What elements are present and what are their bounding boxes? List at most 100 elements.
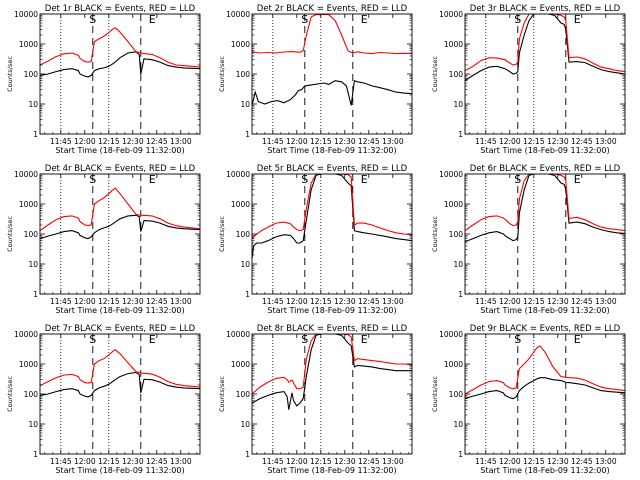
series-line-events	[465, 14, 625, 82]
y-tick-label: 100	[236, 230, 251, 239]
y-tick-label: 10000	[226, 10, 250, 19]
chart-title: Det 7r BLACK = Events, RED = LLD	[45, 324, 196, 334]
x-tick-label: 13:00	[170, 457, 192, 466]
x-tick-label: 12:15	[523, 137, 545, 146]
x-axis-label: Start Time (18-Feb-09 11:32:00)	[55, 146, 184, 155]
series-line-lld	[252, 174, 412, 239]
y-tick-label: 100	[449, 70, 464, 79]
x-tick-label: 12:15	[98, 297, 120, 306]
x-tick-label: 12:00	[499, 457, 521, 466]
series-line-lld	[465, 14, 625, 73]
start-marker-label: S	[514, 13, 521, 26]
series-line-lld	[252, 334, 412, 395]
series-line-lld	[252, 14, 412, 55]
end-marker-label: E	[361, 13, 368, 26]
y-tick-label: 10	[240, 260, 250, 269]
chart-title: Det 8r BLACK = Events, RED = LLD	[257, 324, 408, 334]
start-marker-label: S	[514, 333, 521, 346]
x-tick-label: 12:30	[122, 457, 144, 466]
y-tick-label: 1	[33, 130, 38, 139]
x-axis-label: Start Time (18-Feb-09 11:32:00)	[267, 146, 396, 155]
series-line-events	[252, 79, 412, 106]
x-tick-label: 12:15	[310, 137, 332, 146]
y-tick-label: 10000	[439, 330, 463, 339]
x-tick-label: 12:45	[358, 297, 380, 306]
x-tick-label: 12:00	[286, 137, 308, 146]
y-tick-label: 10000	[439, 170, 463, 179]
end-marker-label: E	[149, 173, 156, 186]
y-tick-label: 1000	[231, 360, 250, 369]
y-tick-label: 100	[449, 230, 464, 239]
y-tick-label: 100	[24, 390, 39, 399]
x-tick-label: 12:45	[146, 137, 168, 146]
series-line-events	[465, 377, 625, 400]
x-tick-label: 12:30	[547, 297, 569, 306]
y-tick-label: 1	[33, 450, 38, 459]
series-line-events	[252, 334, 412, 410]
x-tick-label: 11:45	[262, 457, 284, 466]
y-tick-label: 1000	[444, 40, 463, 49]
x-tick-label: 12:15	[523, 457, 545, 466]
x-tick-label: 12:00	[74, 457, 96, 466]
start-marker-label: S	[89, 173, 96, 186]
y-tick-label: 1000	[231, 200, 250, 209]
x-tick-label: 12:30	[334, 137, 356, 146]
series-line-events	[252, 174, 412, 259]
x-tick-label: 12:30	[334, 457, 356, 466]
y-tick-label: 100	[236, 390, 251, 399]
start-marker-label: S	[514, 173, 521, 186]
chart-title: Det 6r BLACK = Events, RED = LLD	[470, 164, 621, 174]
x-axis-label: Start Time (18-Feb-09 11:32:00)	[55, 306, 184, 315]
x-tick-label: 11:45	[475, 137, 497, 146]
end-marker-label: E	[361, 333, 368, 346]
x-tick-label: 12:00	[499, 297, 521, 306]
x-tick-label: 12:30	[122, 137, 144, 146]
y-tick-label: 1000	[19, 360, 38, 369]
y-tick-label: 10000	[14, 10, 38, 19]
x-tick-label: 12:45	[358, 137, 380, 146]
x-tick-label: 12:15	[310, 457, 332, 466]
x-tick-label: 12:15	[523, 297, 545, 306]
series-line-lld	[40, 187, 200, 232]
x-tick-label: 11:45	[50, 297, 72, 306]
end-marker-label: E	[361, 173, 368, 186]
series-line-events	[40, 51, 200, 78]
chart-title: Det 3r BLACK = Events, RED = LLD	[470, 4, 621, 14]
start-marker-label: S	[301, 333, 308, 346]
chart-title: Det 4r BLACK = Events, RED = LLD	[45, 164, 196, 174]
x-tick-label: 12:30	[547, 457, 569, 466]
y-tick-label: 1	[245, 290, 250, 299]
x-tick-label: 13:00	[382, 297, 404, 306]
end-marker-label: E	[574, 173, 581, 186]
y-tick-label: 1	[458, 290, 463, 299]
y-tick-label: 100	[24, 230, 39, 239]
start-marker-label: S	[89, 13, 96, 26]
x-tick-label: 12:00	[74, 297, 96, 306]
y-tick-label: 100	[24, 70, 39, 79]
y-axis-label: Counts/sec	[431, 376, 439, 412]
series-line-lld	[465, 345, 625, 395]
y-axis-label: Counts/sec	[431, 56, 439, 92]
y-tick-label: 10000	[226, 330, 250, 339]
y-tick-label: 1000	[444, 360, 463, 369]
x-axis-label: Start Time (18-Feb-09 11:32:00)	[55, 466, 184, 475]
x-tick-label: 12:15	[98, 457, 120, 466]
series-line-lld	[40, 348, 200, 388]
x-tick-label: 12:45	[571, 137, 593, 146]
end-marker-label: E	[149, 333, 156, 346]
y-axis-label: Counts/sec	[218, 216, 226, 252]
start-marker-label: S	[301, 173, 308, 186]
x-tick-label: 12:00	[286, 457, 308, 466]
x-tick-label: 12:15	[310, 297, 332, 306]
y-tick-label: 10	[28, 420, 38, 429]
end-marker-label: E	[574, 13, 581, 26]
x-tick-label: 11:45	[262, 137, 284, 146]
y-tick-label: 1	[458, 450, 463, 459]
x-tick-label: 12:45	[571, 457, 593, 466]
x-tick-label: 12:15	[98, 137, 120, 146]
x-tick-label: 12:45	[358, 457, 380, 466]
